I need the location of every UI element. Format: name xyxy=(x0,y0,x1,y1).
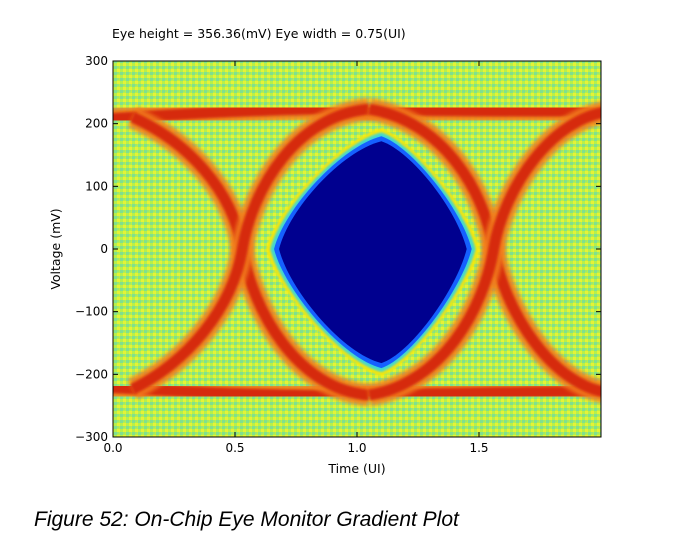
x-tick-label: 0.0 xyxy=(103,441,122,455)
x-tick-label: 1.5 xyxy=(469,441,488,455)
y-tick-label: −100 xyxy=(75,305,108,319)
trace-rise-right xyxy=(366,101,601,406)
y-tick-label: 0 xyxy=(100,242,108,256)
y-tick-label: −200 xyxy=(75,367,108,381)
y-tick-label: −300 xyxy=(75,430,108,444)
trace-rise-left xyxy=(127,98,371,400)
y-tick-label: 300 xyxy=(85,54,108,68)
x-tick-label: 1.0 xyxy=(347,441,366,455)
y-tick-label: 200 xyxy=(85,117,108,131)
x-tick-label: 0.5 xyxy=(225,441,244,455)
eye-opening xyxy=(266,128,480,377)
y-tick-label: 100 xyxy=(85,179,108,193)
x-axis-label: Time (UI) xyxy=(327,461,385,476)
chart-title: Eye height = 356.36(mV) Eye width = 0.75… xyxy=(112,26,406,41)
eye-diagram-chart: 0.0 0.5 1.0 1.5 300 200 100 0 −100 −200 −300 Time (… xyxy=(48,54,602,476)
y-axis-label: Voltage (mV) xyxy=(48,208,63,289)
figure-caption: Figure 52: On-Chip Eye Monitor Gradient … xyxy=(34,508,459,531)
